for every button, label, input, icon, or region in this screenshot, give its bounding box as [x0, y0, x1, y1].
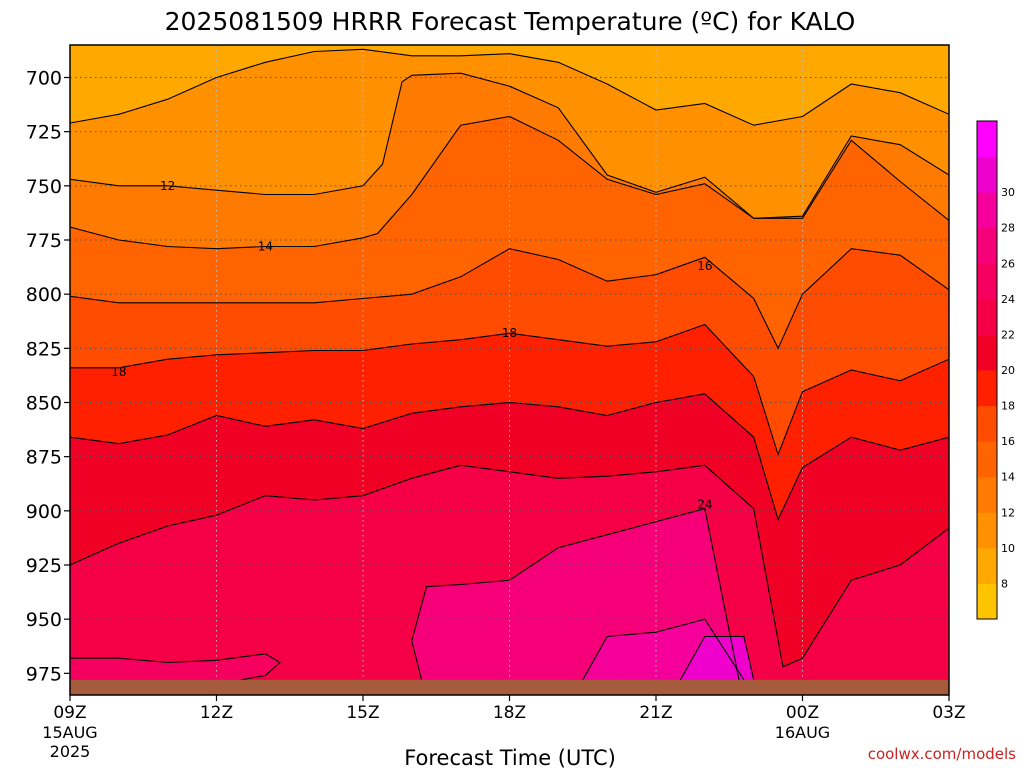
x-axis-label: Forecast Time (UTC): [404, 746, 616, 768]
colorbar-label-10: 10: [1001, 542, 1015, 555]
colorbar-label-12: 12: [1001, 506, 1015, 519]
temperature-fill-layer: [70, 45, 949, 695]
colorbar-label-8: 8: [1001, 577, 1008, 590]
y-tick-label-950: 950: [26, 609, 62, 631]
colorbar-band-4: [977, 441, 997, 478]
x-tick-date-00Z: 16AUG: [775, 723, 830, 742]
isotherm-22: [70, 464, 949, 668]
isotherm-12: [70, 72, 949, 219]
isotherm-26: [411, 508, 740, 680]
chart-title: 2025081509 HRRR Forecast Temperature (ºC…: [165, 7, 856, 36]
colorbar-band-9: [977, 263, 997, 300]
y-tick-label-900: 900: [26, 501, 62, 523]
colorbar-band-12: [977, 156, 997, 193]
colorbar-label-14: 14: [1001, 471, 1015, 484]
grid-lines: [70, 45, 949, 695]
y-tick-label-750: 750: [26, 176, 62, 198]
colorbar-band-6: [977, 370, 997, 407]
y-tick-label-850: 850: [26, 393, 62, 415]
colorbar-band-1: [977, 547, 997, 584]
colorbar-label-28: 28: [1001, 222, 1015, 235]
contour-label-16: 16: [697, 259, 712, 273]
y-tick-label-875: 875: [26, 447, 62, 469]
x-tick-label-15Z: 15Z: [346, 703, 379, 723]
isotherm-10: [70, 48, 949, 126]
contour-label-12: 12: [160, 179, 175, 193]
colorbar-band-7: [977, 334, 997, 371]
isotherm-18: [70, 323, 949, 457]
colorbar-label-18: 18: [1001, 400, 1015, 413]
isotherm-24: [70, 653, 281, 681]
colorbar-band-2: [977, 512, 997, 549]
x-tick-date-09Z: 15AUG: [42, 723, 97, 742]
contour-label-18: 18: [502, 326, 517, 340]
x-tick-label-12Z: 12Z: [200, 703, 233, 723]
colorbar-band-10: [977, 227, 997, 264]
y-tick-label-975: 975: [26, 663, 62, 685]
isotherm-16: [70, 248, 949, 350]
colorbar-frame: [976, 120, 998, 620]
contour-label-18: 18: [111, 365, 126, 379]
colorbar-label-20: 20: [1001, 364, 1015, 377]
isotherm-30: [679, 635, 755, 681]
colorbar-label-22: 22: [1001, 328, 1015, 341]
y-tick-label-775: 775: [26, 230, 62, 252]
isotherm-lines: [70, 48, 949, 681]
credit-text: coolwx.com/models: [868, 745, 1016, 763]
isotherm-14: [70, 115, 949, 250]
colorbar-label-24: 24: [1001, 293, 1015, 306]
y-tick-label-700: 700: [26, 68, 62, 90]
y-tick-label-800: 800: [26, 284, 62, 306]
contour-label-14: 14: [258, 240, 273, 254]
y-tick-label-725: 725: [26, 122, 62, 144]
contour-labels: 12 14 18 18 16 24: [111, 179, 712, 512]
y-tick-label-925: 925: [26, 555, 62, 577]
colorbar-band-5: [977, 405, 997, 442]
y-tick-label-825: 825: [26, 338, 62, 360]
colorbar-band-11: [977, 192, 997, 229]
colorbar-legend: 8 10 12 14 16 18 20 22 24 26 28 30: [976, 120, 1015, 620]
colorbar-label-16: 16: [1001, 435, 1015, 448]
y-axis: 700 725 750 775 800 825 850 875 900 925 950 975: [26, 68, 70, 685]
colorbar-label-26: 26: [1001, 257, 1015, 270]
colorbar-band-13: [977, 121, 997, 158]
contour-label-24: 24: [697, 497, 712, 511]
x-tick-label-03Z: 03Z: [932, 703, 965, 723]
x-tick-year-09Z: 2025: [50, 742, 91, 761]
ground-surface: [70, 679, 949, 695]
x-tick-label-00Z: 00Z: [786, 703, 819, 723]
colorbar-label-30: 30: [1001, 186, 1015, 199]
isotherm-28: [582, 618, 745, 681]
x-tick-label-21Z: 21Z: [639, 703, 672, 723]
colorbar-band-3: [977, 476, 997, 513]
isotherm-20: [70, 393, 949, 522]
colorbar-band-0: [977, 583, 997, 620]
x-tick-label-09Z: 09Z: [53, 703, 86, 723]
x-tick-label-18Z: 18Z: [493, 703, 526, 723]
colorbar-band-8: [977, 298, 997, 335]
